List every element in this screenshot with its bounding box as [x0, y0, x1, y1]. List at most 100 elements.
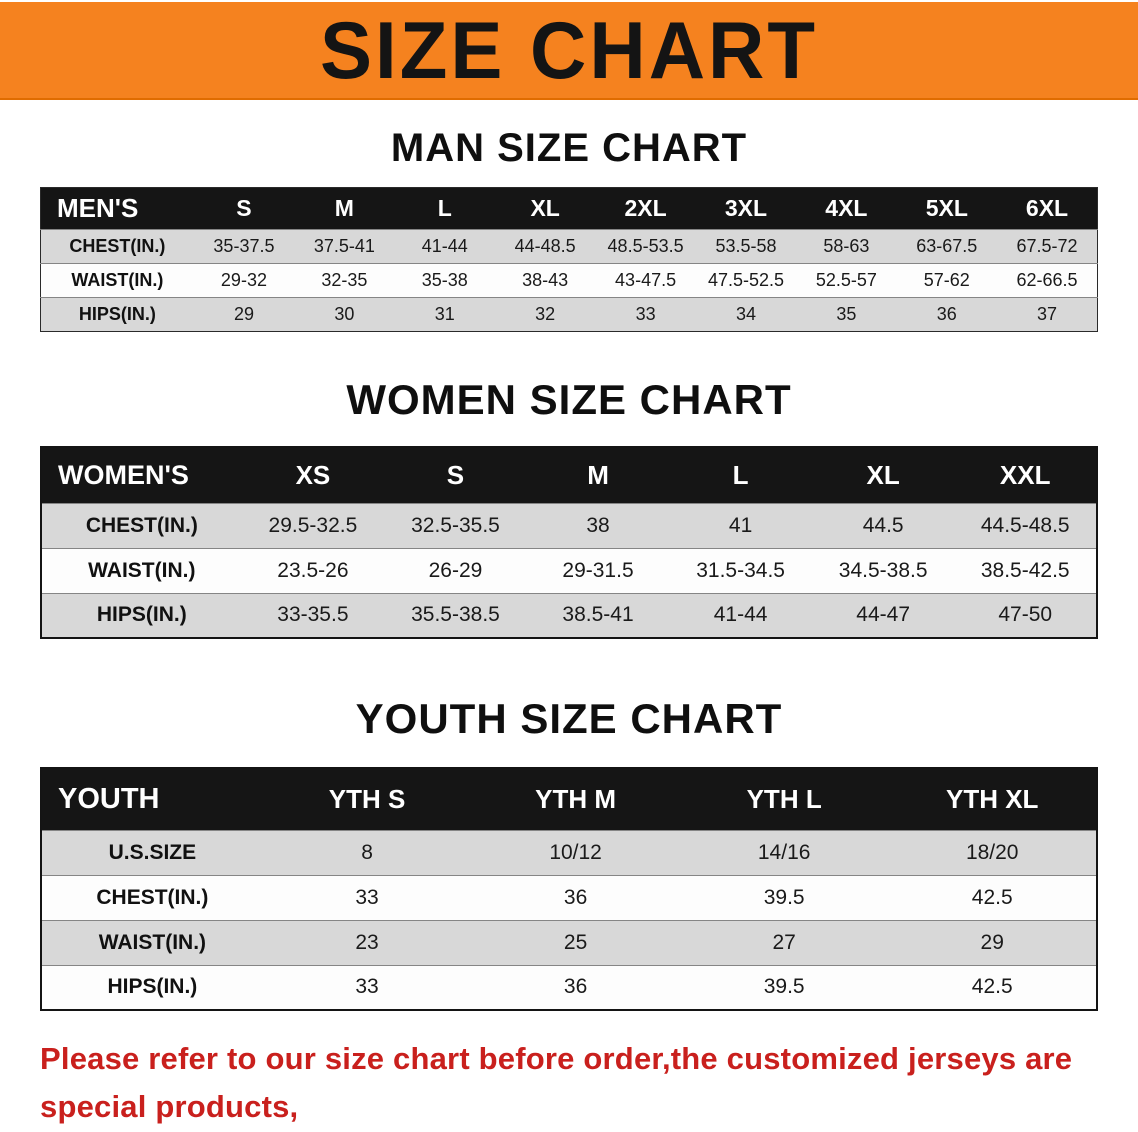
- size-value-cell: 34.5-38.5: [838, 558, 928, 582]
- size-value-cell: 10/12: [549, 840, 602, 864]
- page-title: SIZE CHART: [320, 4, 818, 96]
- size-value-cell: 25: [563, 930, 588, 954]
- table-row: WAIST(IN.) 23 25 27 29: [41, 920, 1097, 965]
- size-value-cell: 44.5-48.5: [980, 513, 1070, 537]
- size-value-cell: 44.5: [862, 513, 904, 537]
- size-table-header-row: YOUTH YTH S YTH M YTH L YTH XL: [41, 768, 1097, 830]
- table-row: CHEST(IN.) 29.5-32.5 32.5-35.5 38 41 44.5 44.5…: [41, 503, 1097, 548]
- size-value-cell: 32: [535, 304, 556, 324]
- size-value-cell: 44-47: [856, 603, 911, 627]
- size-value-cell: 43-47.5: [615, 270, 677, 290]
- size-value-cell: 57-62: [923, 270, 970, 290]
- size-column-header: M: [294, 187, 395, 230]
- size-value-cell: 31: [434, 304, 455, 324]
- footer-note-line-1: Please refer to our size chart before or…: [40, 1041, 1073, 1125]
- row-label: CHEST(IN.): [85, 513, 198, 537]
- size-value-cell: 67.5-72: [1016, 236, 1078, 256]
- size-value-cell: 8: [361, 840, 373, 864]
- size-value-cell: 39.5: [763, 975, 805, 999]
- row-label: CHEST(IN.): [96, 885, 209, 909]
- size-value-cell: 33: [635, 304, 656, 324]
- size-value-cell: 58-63: [823, 236, 870, 256]
- size-column-header: 5XL: [896, 187, 997, 230]
- size-value-cell: 35-38: [421, 270, 468, 290]
- size-value-cell: 41: [728, 513, 753, 537]
- row-label: U.S.SIZE: [108, 840, 197, 864]
- size-column-header: XXL: [954, 447, 1097, 503]
- size-value-cell: 31.5-34.5: [696, 558, 785, 582]
- size-value-cell: 32-35: [321, 270, 368, 290]
- size-column-header: 6XL: [997, 187, 1098, 230]
- size-value-cell: 33: [355, 975, 379, 999]
- table-row: WAIST(IN.) 23.5-26 26-29 29-31.5 31.5-34.5 34…: [41, 548, 1097, 593]
- table-row: HIPS(IN.) 33-35.5 35.5-38.5 38.5-41 41-44 44-…: [41, 593, 1097, 638]
- size-value-cell: 39.5: [763, 885, 805, 909]
- size-value-cell: 41-44: [713, 603, 768, 627]
- size-value-cell: 36: [563, 975, 588, 999]
- size-value-cell: 32.5-35.5: [411, 513, 500, 537]
- row-label: WAIST(IN.): [98, 930, 207, 954]
- men-size-heading: MAN SIZE CHART: [390, 126, 748, 170]
- women-size-table: WOMEN'S XS S M L XL XXL CHEST(IN.) 29.5-32.5 32.5…: [40, 446, 1098, 639]
- row-label: HIPS(IN.): [96, 603, 187, 627]
- size-value-cell: 27: [772, 930, 796, 954]
- size-table-header-row: MEN'S S M L XL 2XL 3XL 4XL 5XL 6XL: [40, 187, 1098, 230]
- size-value-cell: 62-66.5: [1016, 270, 1078, 290]
- table-corner-label: WOMEN'S: [41, 447, 242, 503]
- size-value-cell: 47-50: [998, 603, 1053, 627]
- banner: SIZE CHART: [0, 0, 1138, 100]
- table-row: HIPS(IN.) 33 36 39.5 42.5: [41, 965, 1097, 1010]
- row-label: HIPS(IN.): [107, 975, 198, 999]
- size-value-cell: 35-37.5: [213, 236, 275, 256]
- size-value-cell: 38-43: [522, 270, 569, 290]
- table-row: HIPS(IN.) 29 30 31 32 33 34 35 36 37: [40, 297, 1098, 332]
- size-value-cell: 29: [980, 930, 1004, 954]
- size-value-cell: 47.5-52.5: [707, 270, 785, 290]
- table-corner-label: YOUTH: [41, 768, 263, 830]
- size-value-cell: 14/16: [757, 840, 811, 864]
- row-label: WAIST(IN.): [88, 558, 196, 582]
- size-column-header: 3XL: [695, 187, 797, 230]
- table-row: WAIST(IN.) 29-32 32-35 35-38 38-43 43-47.5 47.…: [40, 263, 1098, 298]
- size-value-cell: 52.5-57: [815, 270, 877, 290]
- size-value-cell: 37.5-41: [313, 236, 375, 256]
- youth-size-section: YOUTH SIZE CHART YOUTH YTH S YTH M YTH L YTH…: [0, 695, 1138, 1011]
- size-column-header: XL: [811, 447, 955, 503]
- size-value-cell: 34: [735, 304, 756, 324]
- size-value-cell: 41-44: [421, 236, 468, 256]
- size-column-header: XL: [494, 187, 596, 230]
- size-column-header: L: [669, 447, 812, 503]
- size-value-cell: 18/20: [965, 840, 1019, 864]
- row-label: HIPS(IN.): [78, 304, 156, 324]
- size-column-header: M: [526, 447, 670, 503]
- table-row: CHEST(IN.) 33 36 39.5 42.5: [41, 875, 1097, 920]
- size-value-cell: 29-31.5: [562, 558, 634, 582]
- row-label: WAIST(IN.): [71, 270, 164, 290]
- size-value-cell: 29.5-32.5: [268, 513, 358, 537]
- size-value-cell: 29-32: [220, 270, 267, 290]
- size-column-header: S: [384, 447, 527, 503]
- size-column-header: YTH S: [262, 768, 472, 830]
- size-value-cell: 35: [836, 304, 857, 324]
- size-column-header: XS: [241, 447, 385, 503]
- size-column-header: 4XL: [796, 187, 897, 230]
- size-value-cell: 26-29: [428, 558, 483, 582]
- size-column-header: YTH M: [471, 768, 680, 830]
- size-value-cell: 38: [586, 513, 610, 537]
- size-column-header: 2XL: [595, 187, 696, 230]
- row-label: CHEST(IN.): [69, 236, 166, 256]
- size-value-cell: 63-67.5: [916, 236, 978, 256]
- size-value-cell: 48.5-53.5: [607, 236, 684, 256]
- size-value-cell: 33-35.5: [277, 603, 349, 627]
- size-value-cell: 53.5-58: [715, 236, 777, 256]
- size-value-cell: 38.5-41: [562, 603, 634, 627]
- size-column-header: S: [193, 187, 295, 230]
- size-value-cell: 36: [563, 885, 588, 909]
- men-size-table: MEN'S S M L XL 2XL 3XL 4XL 5XL 6XL CHEST(IN.) 35-37…: [40, 187, 1098, 332]
- size-value-cell: 44-48.5: [514, 236, 576, 256]
- footer-note: Please refer to our size chart before or…: [40, 1035, 1100, 1132]
- size-value-cell: 36: [936, 304, 957, 324]
- size-value-cell: 42.5: [971, 975, 1013, 999]
- women-size-section: WOMEN SIZE CHART WOMEN'S XS S M L XL XXL CHEST(…: [0, 376, 1138, 639]
